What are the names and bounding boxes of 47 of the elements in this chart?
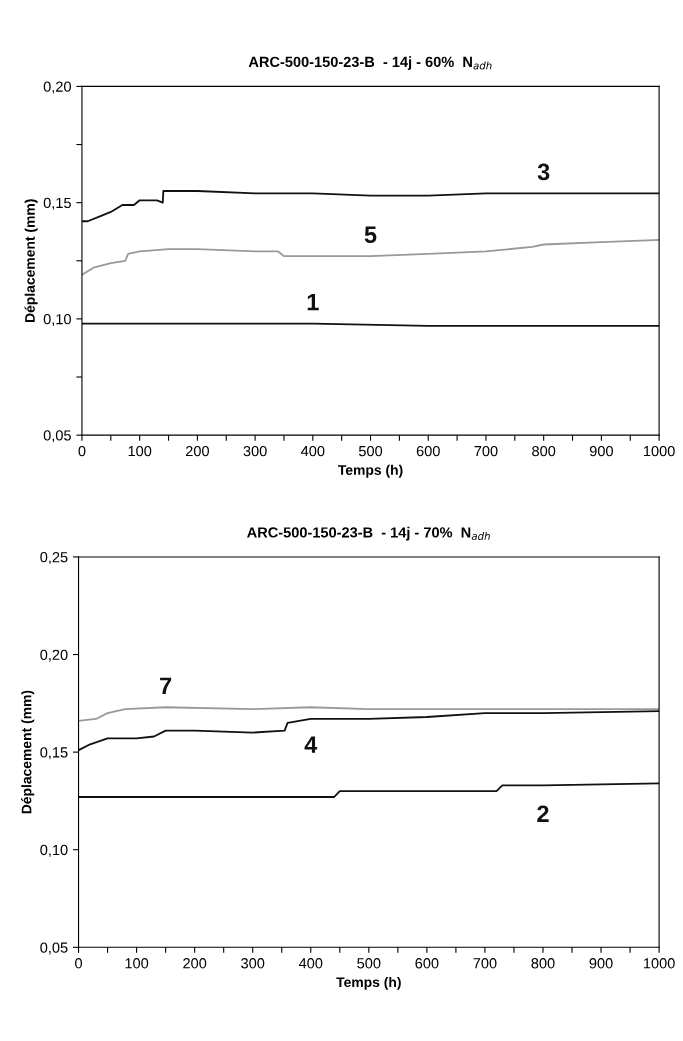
x-tick-label: 300 [243,445,267,457]
x-tick-label: 200 [185,445,209,457]
y-tick-label: 0,15 [40,747,68,760]
chart-title: ARC-500-150-23-B - 14j - 70% N$_{adh}$ [247,526,490,541]
x-tick-label: 500 [358,445,383,457]
line-series [81,190,660,223]
x-tick-label: 100 [125,958,149,969]
y-axis-title: Déplacement (mm) [24,199,38,322]
x-tick-label: 1000 [643,958,675,969]
x-tick-label: 0 [75,958,83,969]
x-tick-label: 200 [183,958,207,969]
series-label: 5 [364,226,377,244]
y-tick-label: 0,05 [40,942,68,955]
line-series [78,706,660,722]
x-axis-title: Temps (h) [338,464,403,478]
series-label: 3 [537,163,550,181]
x-tick-label: 700 [474,445,498,457]
y-axis-title: Déplacement (mm) [21,690,35,814]
y-tick-label: 0,10 [43,313,71,327]
line-series [78,710,660,752]
x-tick-label: 400 [298,958,323,969]
x-tick-label: 600 [416,445,440,457]
x-tick-label: 700 [473,958,497,969]
chart-title: ARC-500-150-23-B - 14j - 60% N$_{adh}$ [248,56,492,70]
x-tick-label: 1000 [643,445,675,457]
x-tick-label: 800 [531,958,555,969]
x-tick-label: 300 [241,958,265,969]
x-tick-label: 900 [589,958,613,969]
y-tick-label: 0,10 [40,844,68,857]
y-tick-label: 0,15 [43,197,71,210]
line-series [78,782,660,798]
series-label: 2 [537,805,549,822]
y-tick-label: 0,05 [43,430,71,443]
y-tick-label: 0,25 [40,552,68,565]
x-tick-label: 800 [532,445,556,457]
x-tick-label: 900 [589,445,613,457]
x-tick-label: 600 [415,958,439,969]
y-tick-label: 0,20 [43,81,71,94]
x-tick-label: 0 [78,445,86,457]
series-label: 7 [160,677,172,694]
x-tick-label: 500 [357,958,381,969]
x-axis-title: Temps (h) [336,976,401,990]
series-label: 4 [304,736,318,753]
y-tick-label: 0,20 [40,649,68,662]
series-label: 1 [307,293,319,311]
x-tick-label: 100 [128,445,152,457]
x-tick-label: 400 [300,445,325,457]
